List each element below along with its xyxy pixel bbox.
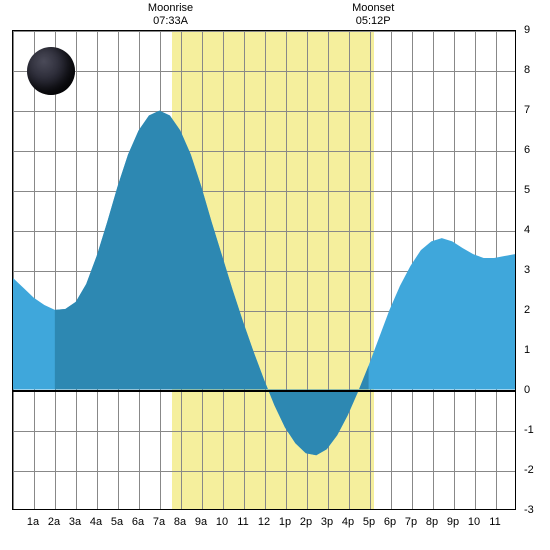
y-axis-tick-label: -2 bbox=[524, 464, 534, 476]
x-axis-tick-label: 5a bbox=[111, 516, 123, 528]
y-axis-tick-label: 4 bbox=[524, 224, 530, 236]
x-axis-tick-label: 11 bbox=[237, 516, 248, 528]
x-axis-tick-label: 2a bbox=[48, 516, 60, 528]
x-axis-tick-label: 10 bbox=[216, 516, 228, 528]
moonset-time: 05:12P bbox=[356, 15, 391, 27]
tide-chart: 1a2a3a4a5a6a7a8a9a1011121p2p3p4p5p6p7p8p… bbox=[0, 0, 550, 550]
y-axis-tick-label: 7 bbox=[524, 104, 530, 116]
y-axis-tick-label: 1 bbox=[524, 344, 530, 356]
x-axis-tick-label: 8p bbox=[426, 516, 438, 528]
moonset-label: Moonset bbox=[352, 2, 394, 14]
y-axis-tick-label: -1 bbox=[524, 424, 534, 436]
y-axis-tick-label: 0 bbox=[524, 384, 530, 396]
x-axis-tick-label: 2p bbox=[300, 516, 312, 528]
y-axis-tick-label: 2 bbox=[524, 304, 530, 316]
moonrise-label: Moonrise bbox=[148, 2, 193, 14]
x-axis-tick-label: 10 bbox=[468, 516, 480, 528]
y-axis-tick-label: 9 bbox=[524, 24, 530, 36]
x-axis-tick-label: 1p bbox=[279, 516, 291, 528]
x-axis-tick-label: 7a bbox=[153, 516, 165, 528]
y-axis-tick-label: 5 bbox=[524, 184, 530, 196]
y-axis-tick-label: -3 bbox=[524, 504, 534, 516]
x-axis-tick-label: 7p bbox=[405, 516, 417, 528]
x-axis-tick-label: 5p bbox=[363, 516, 375, 528]
x-axis-tick-label: 3p bbox=[321, 516, 333, 528]
moon-phase-icon bbox=[27, 47, 75, 95]
x-axis-tick-label: 6p bbox=[384, 516, 396, 528]
x-axis-tick-label: 4p bbox=[342, 516, 354, 528]
x-axis-tick-label: 3a bbox=[69, 516, 81, 528]
y-axis-tick-label: 8 bbox=[524, 64, 530, 76]
y-axis-tick-label: 3 bbox=[524, 264, 530, 276]
x-axis-tick-label: 9a bbox=[195, 516, 207, 528]
tide-area bbox=[13, 31, 515, 509]
x-axis-tick-label: 9p bbox=[447, 516, 459, 528]
y-axis-tick-label: 6 bbox=[524, 144, 530, 156]
x-axis-tick-label: 6a bbox=[132, 516, 144, 528]
x-axis-tick-label: 12 bbox=[258, 516, 270, 528]
x-axis-tick-label: 11 bbox=[489, 516, 500, 528]
x-axis-tick-label: 1a bbox=[27, 516, 39, 528]
moonrise-time: 07:33A bbox=[153, 15, 188, 27]
plot-area bbox=[12, 30, 516, 510]
zero-line bbox=[13, 390, 515, 392]
x-axis-tick-label: 8a bbox=[174, 516, 186, 528]
x-axis-tick-label: 4a bbox=[90, 516, 102, 528]
